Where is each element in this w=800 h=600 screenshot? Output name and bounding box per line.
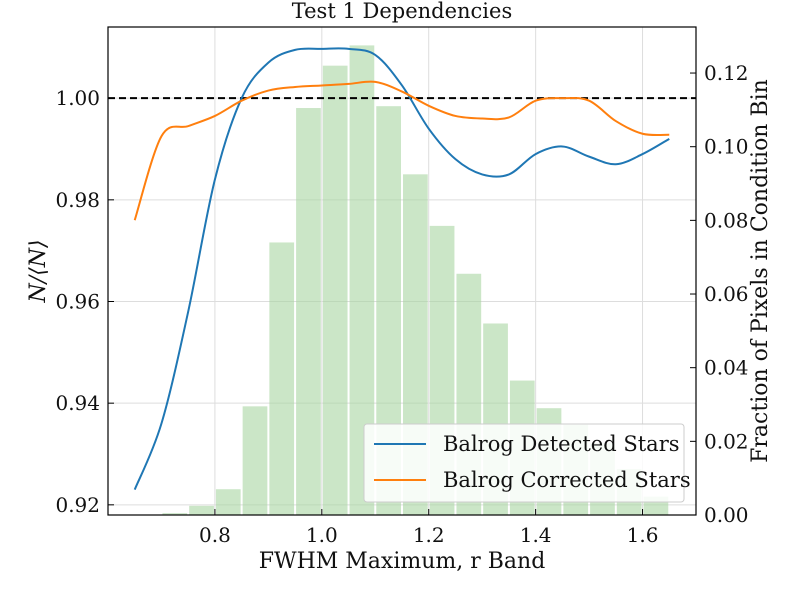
- y2-tick-label: 0.02: [704, 429, 749, 453]
- y2-axis-label: Fraction of Pixels in Condition Bin: [748, 79, 773, 463]
- histogram-bar: [322, 65, 348, 516]
- series-line-detected: [133, 47, 670, 490]
- plot-frame: [107, 26, 697, 516]
- x-tick-label: 0.8: [199, 523, 231, 547]
- x-tick-label: 1.0: [306, 523, 338, 547]
- y2-tick-label: 0.08: [704, 208, 749, 232]
- legend-label-corrected: Balrog Corrected Stars: [443, 468, 691, 492]
- histogram-bar: [296, 108, 321, 515]
- x-tick-label: 1.4: [520, 523, 552, 547]
- x-tick-label: 1.6: [627, 523, 659, 547]
- series-layer: [133, 47, 670, 490]
- y2-tick-label: 0.06: [704, 282, 749, 306]
- y-tick-label: 0.92: [55, 493, 100, 517]
- y2-tick-label: 0.00: [704, 503, 749, 527]
- ticks: 0.8 1.0 1.2 1.4 1.6 0.92 0.94 0.96 0.98 1.00 0.00 0…: [55, 61, 748, 547]
- y-tick-label: 0.94: [55, 391, 100, 415]
- y-axis-label: N/⟨N⟩: [26, 239, 51, 303]
- histogram-bar: [162, 513, 188, 515]
- y2-tick-label: 0.12: [704, 61, 749, 85]
- histogram-bar: [242, 406, 268, 515]
- legend-box: [363, 423, 685, 503]
- histogram-bar: [189, 505, 214, 515]
- x-axis-label: FWHM Maximum, r Band: [259, 549, 546, 574]
- y2-tick-label: 0.10: [704, 135, 749, 159]
- y-tick-label: 1.00: [55, 86, 100, 110]
- chart-title: Test 1 Dependencies: [292, 0, 512, 23]
- x-tick-label: 1.2: [413, 523, 445, 547]
- legend-label-detected: Balrog Detected Stars: [443, 432, 680, 456]
- histogram-bar: [215, 489, 241, 515]
- histogram-bar: [269, 242, 295, 515]
- y2-tick-label: 0.04: [704, 356, 749, 380]
- series-line-corrected: [133, 80, 670, 221]
- legend: Balrog Detected Stars Balrog Corrected S…: [363, 423, 691, 503]
- y-tick-label: 0.96: [55, 290, 100, 314]
- y-tick-label: 0.98: [55, 188, 100, 212]
